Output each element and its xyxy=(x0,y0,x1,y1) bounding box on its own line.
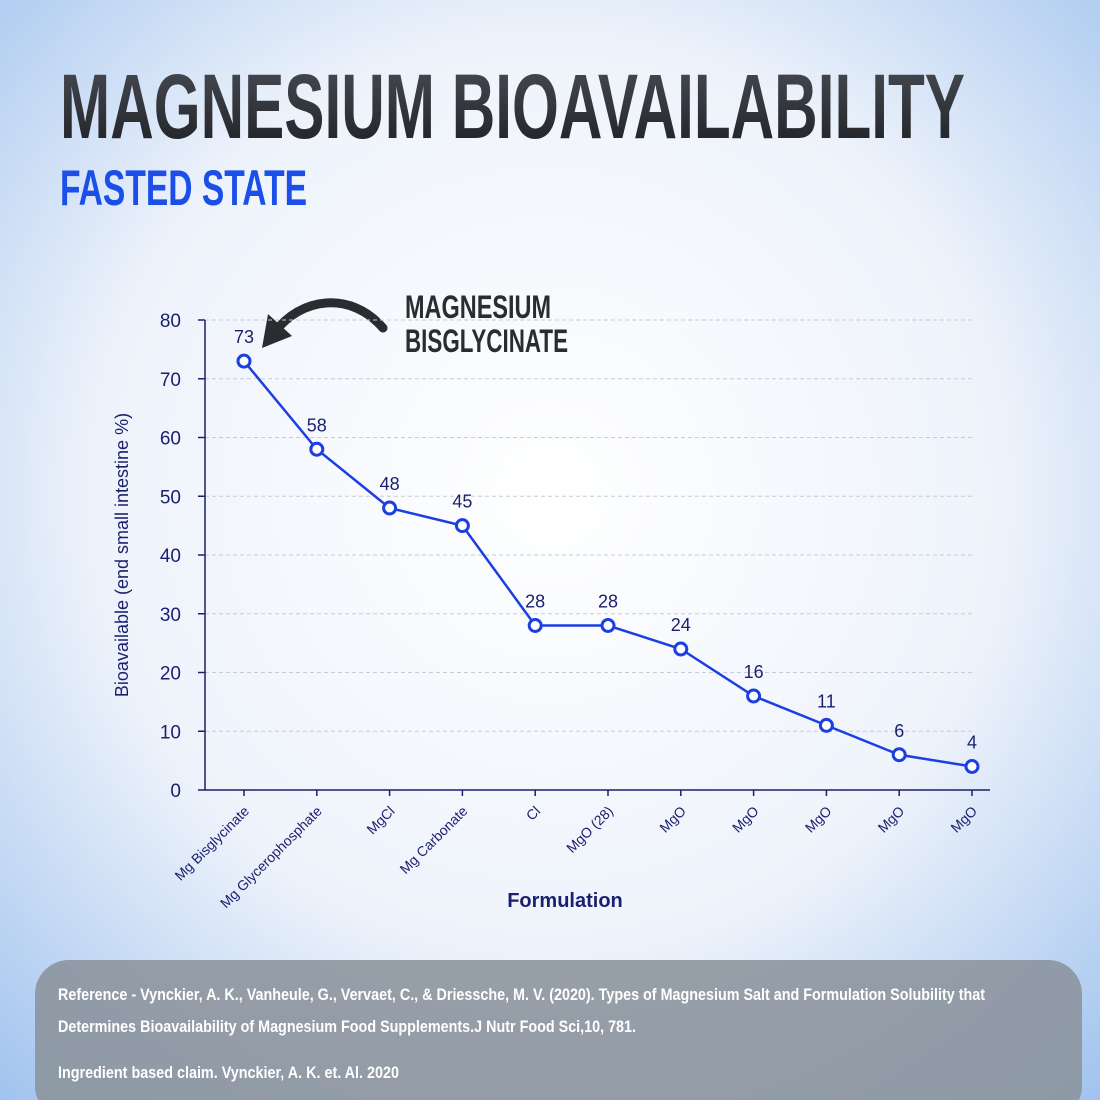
annotation: MAGNESIUM xyxy=(405,289,551,325)
y-tick-label: 10 xyxy=(160,722,181,743)
claim: Ingredient based claim. Vynckier, A. K. … xyxy=(58,1063,399,1082)
data-label: 58 xyxy=(307,415,327,435)
data-label: 28 xyxy=(598,592,618,612)
data-point xyxy=(964,759,980,774)
data-point xyxy=(454,518,470,534)
y-tick-label: 60 xyxy=(160,429,181,450)
data-label: 16 xyxy=(744,662,764,682)
annotation-arrow xyxy=(270,298,388,337)
y-axis-label: Bioavailable (end small intestine %) xyxy=(112,413,132,697)
data-label: 4 xyxy=(967,733,977,753)
data-label: 48 xyxy=(380,474,400,494)
chart-subtitle: FASTED STATE xyxy=(60,160,307,216)
annotation-arrowhead xyxy=(262,314,292,348)
data-label: 24 xyxy=(671,615,691,635)
data-label: 45 xyxy=(452,492,472,512)
y-tick-label: 50 xyxy=(160,487,181,508)
data-point xyxy=(673,641,689,657)
data-point xyxy=(309,441,325,457)
data-label: 73 xyxy=(234,327,254,347)
data-label: 28 xyxy=(525,592,545,612)
data-point xyxy=(746,688,762,704)
reference: Reference - Vynckier, A. K., Vanheule, G… xyxy=(58,985,985,1004)
data-point xyxy=(236,353,252,369)
y-tick-label: 20 xyxy=(160,664,181,685)
footer-box xyxy=(35,960,1082,1100)
x-axis-label: Formulation xyxy=(507,890,623,912)
annotation: BISGLYCINATE xyxy=(405,323,568,359)
y-tick-label: 0 xyxy=(170,781,181,802)
data-point xyxy=(600,618,616,633)
data-point xyxy=(818,717,834,733)
data-point xyxy=(891,747,907,763)
y-tick-label: 70 xyxy=(160,370,181,391)
data-point xyxy=(527,618,543,633)
chart-title: MAGNESIUM BIOAVAILABILITY xyxy=(60,56,965,158)
reference: Determines Bioavailability of Magnesium … xyxy=(58,1017,636,1036)
y-tick-label: 40 xyxy=(160,546,181,567)
y-tick-label: 80 xyxy=(160,311,181,332)
y-tick-label: 30 xyxy=(160,605,181,626)
data-label: 6 xyxy=(894,721,904,741)
data-label: 11 xyxy=(817,691,836,711)
data-point xyxy=(382,500,398,516)
